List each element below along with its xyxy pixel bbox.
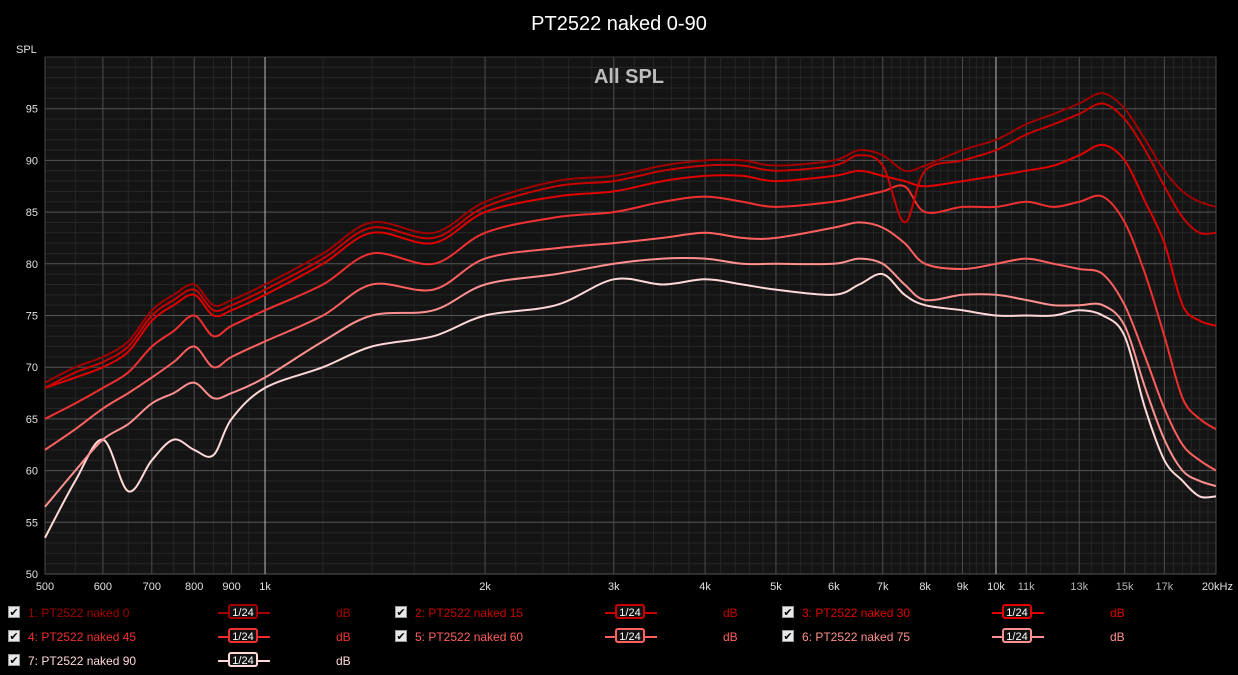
legend-checkbox[interactable]: ✔ [8, 654, 20, 667]
legend-series-name: 5: PT2522 naked 60 [415, 630, 524, 644]
x-tick-label: 17k [1156, 581, 1174, 593]
x-tick-label: 3k [608, 581, 620, 593]
legend-smoothing-button[interactable]: 1/24 [228, 604, 258, 619]
x-tick-label: 700 [143, 581, 161, 593]
y-tick-label: 70 [26, 362, 38, 374]
legend-smoothing-button[interactable]: 1/24 [615, 628, 645, 643]
legend-checkbox[interactable]: ✔ [8, 630, 20, 643]
series-line [44, 272, 1217, 539]
chart-title: PT2522 naked 0-90 [531, 13, 707, 35]
series-line [44, 221, 1217, 472]
series-line [44, 257, 1217, 508]
legend-checkbox[interactable]: ✔ [395, 606, 407, 619]
series-lines [44, 92, 1217, 539]
legend-series-name: 2: PT2522 naked 15 [415, 606, 524, 620]
x-tick-label: 900 [222, 581, 240, 593]
series-line [44, 92, 1217, 384]
legend-unit: dB [723, 606, 738, 620]
x-tick-label: 11k [1018, 581, 1035, 593]
x-tick-label: 7k [877, 581, 889, 593]
series-line [44, 184, 1217, 431]
x-tick-label: 2k [479, 581, 491, 593]
x-tick-label: 6k [828, 581, 840, 593]
x-tick-label: 4k [699, 581, 711, 593]
legend-item: ✔ 3: PT2522 naked 30 1/24 dB [782, 604, 1142, 624]
legend-checkbox[interactable]: ✔ [395, 630, 407, 643]
y-tick-label: 65 [26, 414, 38, 426]
x-tick-label: 5k [770, 581, 782, 593]
legend-unit: dB [336, 654, 351, 668]
y-tick-label: 95 [26, 104, 38, 116]
x-tick-label: 8k [919, 581, 931, 593]
y-tick-label: 75 [26, 311, 38, 323]
series-line [44, 143, 1217, 389]
legend-smoothing-button[interactable]: 1/24 [1002, 604, 1032, 619]
x-tick-label: 1k [259, 581, 271, 593]
legend-series-name: 1: PT2522 naked 0 [28, 606, 130, 620]
legend-unit: dB [1110, 606, 1125, 620]
legend-item: ✔ 6: PT2522 naked 75 1/24 dB [782, 628, 1142, 648]
y-tick-label: 55 [26, 517, 38, 529]
x-tick-label: 9k [957, 581, 969, 593]
x-tick-label: 600 [94, 581, 112, 593]
y-tick-label: 60 [26, 466, 38, 478]
series-line [44, 102, 1217, 389]
x-tick-label: 15k [1116, 581, 1134, 593]
legend-item: ✔ 1: PT2522 naked 0 1/24 dB [8, 604, 368, 624]
x-tick-label: 500 [36, 581, 54, 593]
legend-smoothing-button[interactable]: 1/24 [1002, 628, 1032, 643]
legend-unit: dB [336, 606, 351, 620]
x-tick-label: 13k [1070, 581, 1088, 593]
legend-series-name: 7: PT2522 naked 90 [28, 654, 137, 668]
legend-unit: dB [336, 630, 351, 644]
x-tick-label: 20kHz [1202, 581, 1233, 593]
legend-checkbox[interactable]: ✔ [782, 606, 794, 619]
x-tick-labels: 500 600 700 800 900 1k 2k 3k 4k 5k 6k 7k 8k 9k 10k 11k 1… [36, 581, 1233, 593]
y-tick-label: 80 [26, 259, 38, 271]
legend-item: ✔ 4: PT2522 naked 45 1/24 dB [8, 628, 368, 648]
x-tick-label: 10k [987, 581, 1005, 593]
y-tick-label: 90 [26, 155, 38, 167]
legend-item: ✔ 7: PT2522 naked 90 1/24 dB [8, 652, 368, 672]
legend-series-name: 3: PT2522 naked 30 [802, 606, 911, 620]
x-tick-label: 800 [185, 581, 203, 593]
chart-subtitle: All SPL [594, 66, 664, 88]
legend-smoothing-button[interactable]: 1/24 [228, 652, 258, 667]
y-tick-label: 85 [26, 207, 38, 219]
y-tick-label: 50 [26, 569, 38, 581]
y-axis-label: SPL [16, 44, 37, 56]
legend-checkbox[interactable]: ✔ [782, 630, 794, 643]
legend-item: ✔ 2: PT2522 naked 15 1/24 dB [395, 604, 755, 624]
y-tick-labels: 50 55 60 65 70 75 80 85 90 95 [26, 104, 38, 581]
legend-unit: dB [723, 630, 738, 644]
legend-item: ✔ 5: PT2522 naked 60 1/24 dB [395, 628, 755, 648]
legend-unit: dB [1110, 630, 1125, 644]
major-gridlines [44, 57, 1217, 575]
legend-smoothing-button[interactable]: 1/24 [615, 604, 645, 619]
legend-checkbox[interactable]: ✔ [8, 606, 20, 619]
legend-series-name: 6: PT2522 naked 75 [802, 630, 911, 644]
legend-smoothing-button[interactable]: 1/24 [228, 628, 258, 643]
legend-series-name: 4: PT2522 naked 45 [28, 630, 137, 644]
